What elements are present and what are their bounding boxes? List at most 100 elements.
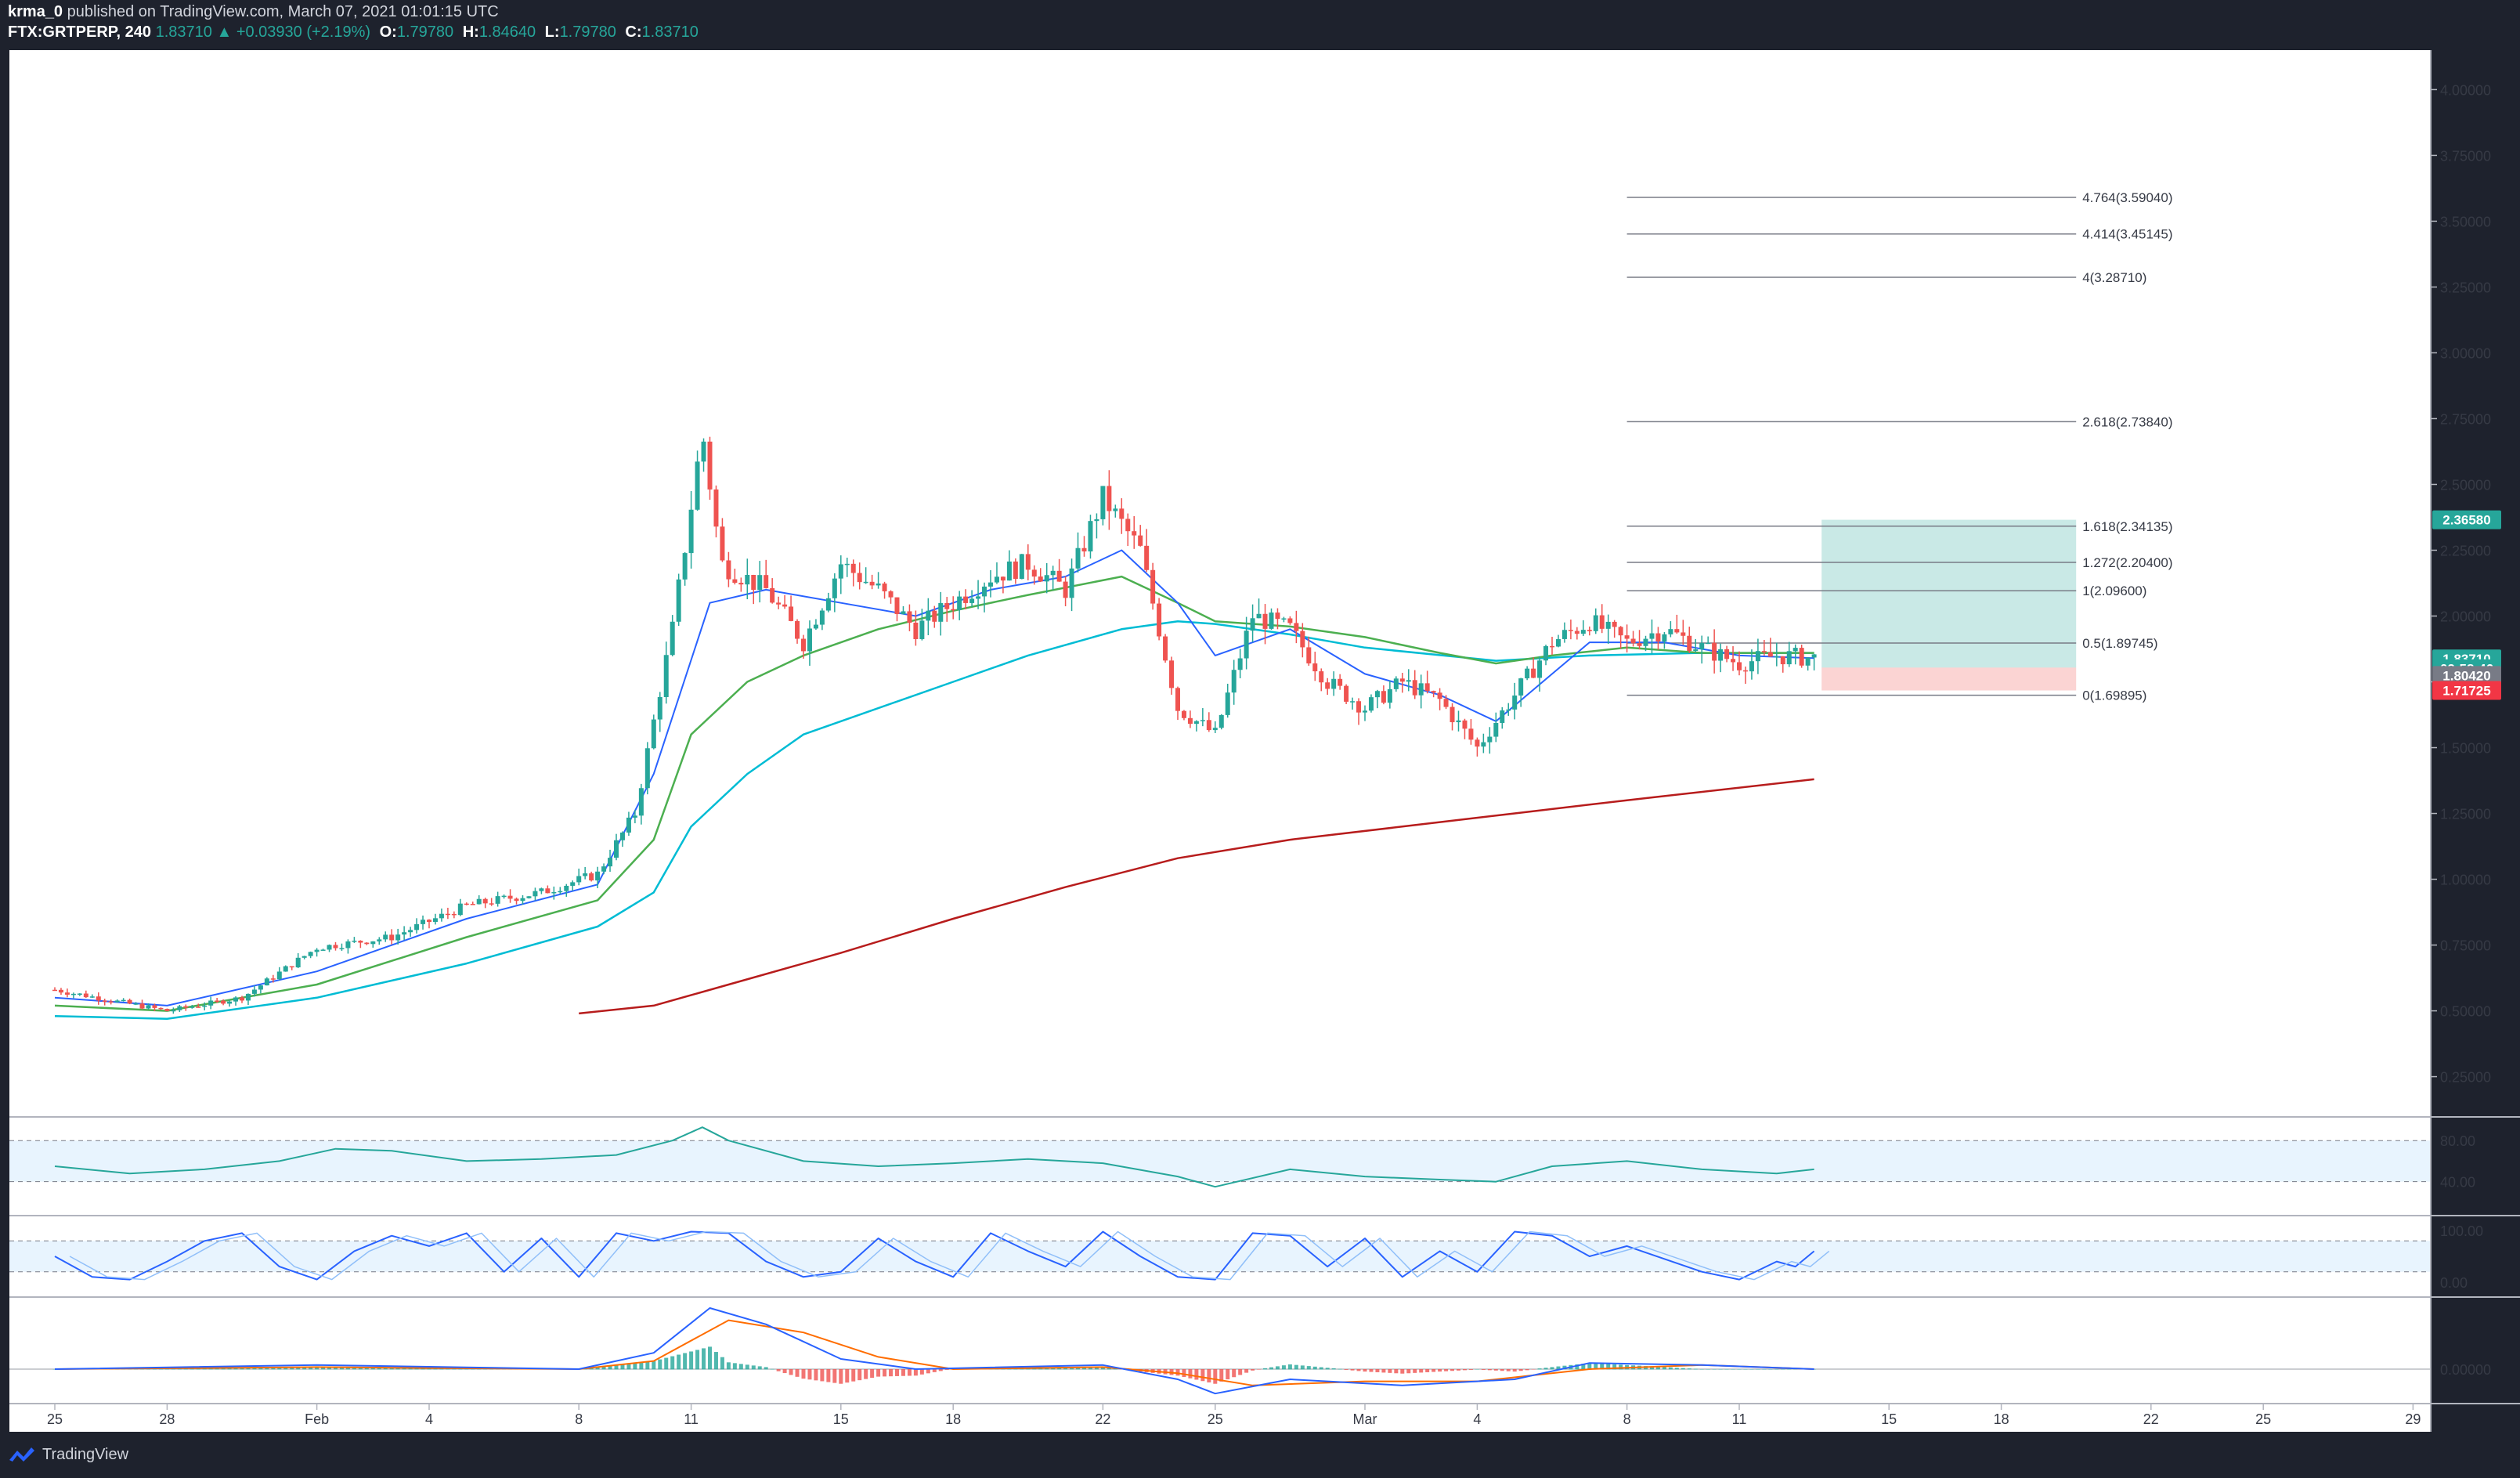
candle-body (421, 920, 426, 924)
candle-body (1624, 635, 1630, 639)
candle-body (1543, 645, 1549, 661)
candle-body (470, 904, 475, 905)
candle-body (408, 930, 413, 933)
candle-body (1262, 613, 1268, 629)
macd-histogram-bar (745, 1364, 749, 1370)
time-tick-label: 11 (1732, 1411, 1747, 1427)
rsi-line (54, 1126, 1814, 1188)
candle-body (789, 606, 794, 621)
candle-body (1412, 680, 1417, 696)
stoch-level-label: 0.00 (2440, 1275, 2468, 1291)
macd-histogram-bar (302, 1367, 307, 1370)
macd-histogram-bar (1088, 1367, 1092, 1370)
macd-histogram-bar (345, 1367, 350, 1370)
macd-histogram-bar (689, 1351, 694, 1370)
candle-body (551, 891, 557, 894)
macd-histogram-bar (1287, 1364, 1292, 1370)
candle-body (133, 1003, 139, 1005)
candle-body (1531, 668, 1536, 678)
candle-body (121, 999, 126, 1002)
macd-histogram-bar (1232, 1369, 1237, 1378)
candle-body (1681, 632, 1686, 636)
candle-body (944, 602, 950, 609)
chart-background (9, 50, 2431, 1432)
candle-body (638, 788, 644, 816)
candle-body (558, 891, 563, 893)
publish-info: published on TradingView.com, March 07, … (67, 3, 499, 20)
candle-body (370, 941, 376, 945)
candle-body (164, 1009, 170, 1011)
candle-body (439, 913, 444, 919)
candle-body (96, 996, 101, 1001)
candle-body (651, 719, 656, 749)
macd-histogram-bar (1587, 1363, 1592, 1370)
up-arrow-icon: ▲ (216, 23, 233, 41)
candle-body (108, 1001, 114, 1003)
ema-green-line (54, 575, 1814, 1012)
fib-label-2: 1(2.09600) (2082, 584, 2146, 598)
candle-body (1793, 648, 1798, 652)
candle-body (626, 817, 631, 833)
macd-histogram-bar (1319, 1367, 1323, 1370)
position-zones[interactable] (1821, 519, 2077, 691)
candle-body (208, 1000, 214, 1006)
macd-histogram-bar (670, 1356, 675, 1370)
candle-body (196, 1006, 201, 1008)
macd-histogram-bar (1200, 1369, 1205, 1382)
stoch-k-line (54, 1230, 1815, 1281)
candle-body (1780, 656, 1785, 665)
candle-body (1281, 618, 1287, 620)
macd-histogram-bar (1244, 1369, 1249, 1373)
symbol-line: FTX:GRTPERP, 240 1.83710 ▲ +0.03930 (+2.… (8, 23, 699, 42)
candle-body (670, 621, 675, 656)
candle-body (139, 1003, 145, 1009)
author-name[interactable]: krma_0 (8, 3, 63, 20)
candle-body (345, 941, 351, 949)
macd-histogram-bar (1082, 1367, 1086, 1370)
candle-body (1256, 613, 1262, 619)
candle-body (1374, 691, 1380, 698)
candle-body (863, 581, 868, 584)
candle-body (507, 895, 513, 899)
candle-body (1269, 613, 1274, 629)
candle-body (1518, 678, 1524, 696)
candles (52, 436, 1817, 1014)
candle-body (215, 1000, 220, 1002)
fib-extension[interactable]: 0(1.69895) 0.5(1.89745) 1(2.09600) 1.272(2.… (1626, 190, 2173, 703)
macd-line (54, 1307, 1814, 1395)
candle-body (1132, 531, 1137, 536)
macd-histogram-bar (1312, 1366, 1317, 1370)
open-value: 1.79780 (396, 23, 454, 41)
candle-body (1500, 710, 1505, 723)
candle-body (1181, 710, 1186, 718)
macd-histogram-bar (926, 1369, 930, 1374)
candle-body (58, 989, 63, 993)
macd-histogram-bar (1543, 1368, 1548, 1370)
macd-histogram-bar (215, 1368, 219, 1370)
candle-body (1437, 692, 1442, 699)
macd-histogram-bar (589, 1368, 594, 1370)
price-tick-label: 2.00000 (2440, 609, 2491, 625)
symbol-interval[interactable]: FTX:GRTPERP, 240 (8, 23, 152, 41)
macd-histogram-bar (1331, 1368, 1336, 1370)
macd-histogram-bar (857, 1369, 862, 1381)
macd-histogram-bar (776, 1369, 781, 1371)
candle-body (1100, 486, 1106, 519)
candle-body (1649, 633, 1655, 639)
candle-body (982, 586, 987, 597)
candle-body (1742, 670, 1748, 672)
macd-histogram-bar (1500, 1369, 1504, 1371)
macd-histogram-bar (732, 1363, 737, 1370)
candle-body (476, 898, 482, 905)
candle-body (1063, 581, 1068, 598)
candle-body (1655, 633, 1661, 641)
ema-cyan-line (54, 620, 1814, 1020)
candle-body (183, 1006, 189, 1008)
brand-name[interactable]: TradingView (42, 1446, 129, 1463)
candle-body (245, 993, 251, 1001)
time-tick-label: 25 (2255, 1411, 2271, 1427)
candle-body (289, 966, 294, 968)
candle-body (869, 581, 875, 586)
macd-histogram-bar (1693, 1368, 1698, 1370)
